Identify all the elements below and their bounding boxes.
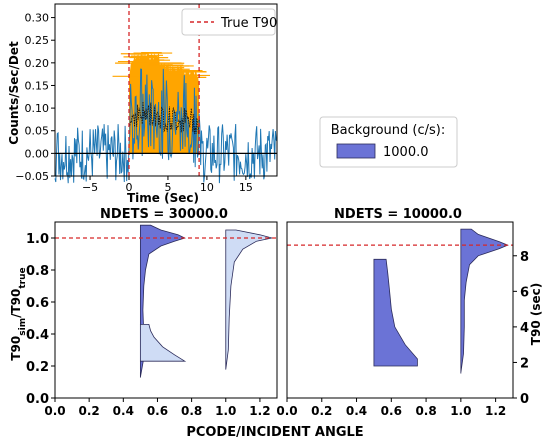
x-tick-label: 0 — [126, 181, 133, 194]
violin-half — [373, 258, 418, 367]
x-tick-label: 0.4 — [346, 404, 367, 418]
violin-panel-ndets-10000: 0.0 0.2 0.4 0.6 0.8 1.0 1.2 0 2 4 6 8 NDETS = 10000… — [276, 207, 543, 418]
violin-half — [139, 324, 187, 362]
background-swatch — [336, 143, 376, 159]
x-tick-label: 1.0 — [450, 404, 471, 418]
x-tick-label: 0.8 — [181, 404, 202, 418]
violin-panel-ndets-30000: 0.0 0.2 0.4 0.6 0.8 1.0 1.20.00.20.40.60.81.0 … — [9, 207, 278, 418]
lightcurve-panel: −5 0 5 10 15 −0.05 0.00 0.05 0.10 0.15 0.20 0.25 0.3… — [7, 3, 278, 205]
lightcurve-ylabel: Counts/Sec/Det — [7, 41, 21, 145]
x-tick-label: 1.0 — [215, 404, 236, 418]
y-tick-label: 0 — [520, 392, 529, 407]
background-legend-title: Background (c/s): — [331, 123, 446, 138]
lightcurve-line — [54, 68, 278, 184]
violins-10000 — [373, 228, 509, 374]
x-tick-label: 1.2 — [249, 404, 270, 418]
ratio-ylabel: T90sim/T90true — [9, 267, 28, 360]
x-tick-label: 0.0 — [44, 404, 65, 418]
x-tick-label: 0.4 — [113, 404, 134, 418]
signal-model-line — [129, 101, 200, 135]
violin-half — [225, 229, 273, 370]
true-t90-legend: True T90 — [181, 8, 277, 36]
x-tick-label: 0.6 — [147, 404, 168, 418]
x-tick-label: 0.8 — [415, 404, 436, 418]
legend-label: True T90 — [220, 16, 277, 31]
x-tick-label: 0.6 — [381, 404, 402, 418]
y-tick-label: 0.30 — [25, 12, 50, 25]
y-tick-label: 4 — [520, 321, 529, 336]
x-tick-label: 10 — [200, 181, 214, 194]
y-tick-label: 0.20 — [25, 57, 50, 70]
y-tick-label: 0.00 — [25, 147, 50, 160]
violin-half — [460, 228, 509, 374]
x-tick-label: 0.2 — [79, 404, 100, 418]
ticks-30000: 0.0 0.2 0.4 0.6 0.8 1.0 1.2 0.0 0.2 0.4 0.6 0.8 1.0 — [26, 232, 271, 418]
y-tick-label: 0.25 — [25, 34, 50, 47]
background-legend-entry: 1000.0 — [383, 145, 429, 160]
panel-title-10000: NDETS = 10000.0 — [334, 207, 462, 222]
t90-ylabel: T90 (sec) — [529, 283, 543, 345]
y-tick-label: 0.10 — [25, 102, 50, 115]
y-tick-label: 0.8 — [26, 264, 49, 279]
y-tick-label: −0.05 — [15, 170, 49, 183]
lightcurve-xlabel: Time (Sec) — [127, 191, 199, 205]
y-tick-label: 0.4 — [26, 328, 49, 343]
y-tick-label: 6 — [520, 285, 529, 300]
axes-frame-30000 — [54, 221, 278, 399]
x-tick-label: 1.2 — [485, 404, 506, 418]
ticks-10000: 0.0 0.2 0.4 0.6 0.8 1.0 1.2 0 2 4 6 8 — [276, 250, 529, 418]
y-tick-label: 0.05 — [25, 125, 50, 138]
y-tick-label: 8 — [520, 250, 529, 265]
lightcurve-ticks: −5 0 5 10 15 −0.05 0.00 0.05 0.10 0.15 0.20 0.25 0.3… — [15, 12, 253, 194]
x-tick-label: 0.2 — [311, 404, 332, 418]
panel-title-30000: NDETS = 30000.0 — [100, 207, 228, 222]
y-tick-label: 0.15 — [25, 79, 50, 92]
axes-frame-10000 — [286, 221, 514, 399]
x-tick-label: −5 — [82, 181, 98, 194]
y-tick-label: 2 — [520, 356, 529, 371]
background-legend: Background (c/s): 1000.0 — [319, 116, 458, 168]
y-tick-label: 0.2 — [26, 360, 49, 375]
shared-xlabel: PCODE/INCIDENT ANGLE — [186, 425, 363, 440]
violins-30000 — [139, 224, 273, 378]
lightcurve-series — [54, 68, 278, 184]
x-tick-label: 5 — [164, 181, 171, 194]
lightcurve-axes-frame — [54, 3, 278, 177]
y-tick-label: 0.6 — [26, 296, 49, 311]
x-tick-label: 15 — [239, 181, 253, 194]
y-tick-label: 0.0 — [26, 392, 49, 407]
y-tick-label: 1.0 — [26, 232, 49, 247]
x-tick-label: 0.0 — [276, 404, 297, 418]
